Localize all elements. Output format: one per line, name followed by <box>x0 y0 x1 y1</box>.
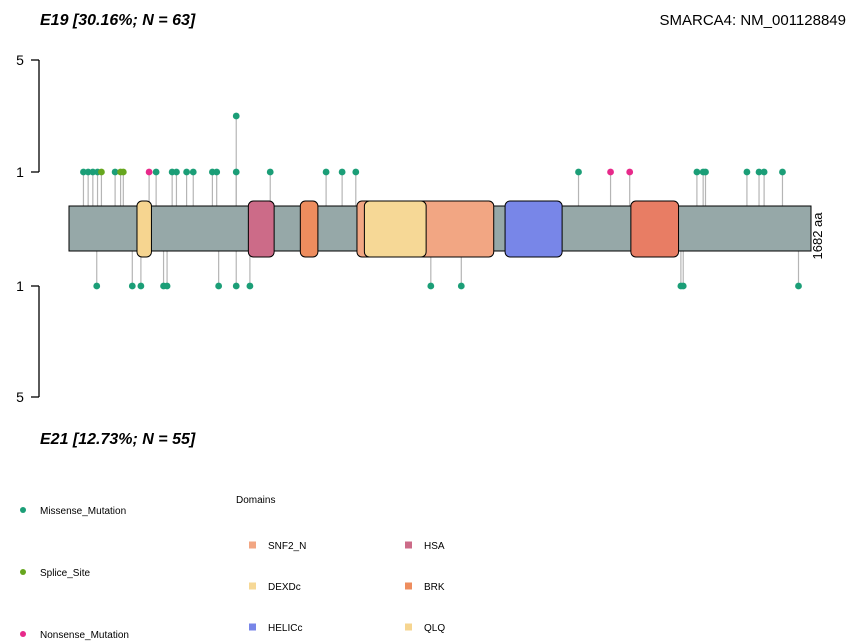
domain-legend: SNF2_N HSA DEXDc BRK HELICc QLQ <box>249 541 445 634</box>
legend-swatch <box>249 623 256 631</box>
mutation-point <box>173 168 180 176</box>
mutation-point <box>760 168 768 176</box>
legend-swatch <box>405 582 412 590</box>
domain-hsa <box>247 200 275 258</box>
legend-label: BRK <box>424 582 445 593</box>
mutation-point <box>427 282 435 290</box>
protein-length-label: 1682 aa <box>810 212 825 260</box>
y-tick-top-min: 1 <box>16 164 24 180</box>
mutation-point <box>607 168 614 176</box>
mutation-point <box>743 168 751 176</box>
mutation-point <box>322 168 330 176</box>
legend-marker <box>20 631 26 637</box>
y-tick-top-max: 5 <box>16 52 24 68</box>
mutation-point <box>189 168 197 176</box>
domain-dexdc <box>363 200 427 258</box>
mutation-point <box>779 168 786 176</box>
lollipop-stems <box>82 116 800 286</box>
top-group-title: E19 [30.16%; N = 63] <box>40 12 196 29</box>
mutation-point <box>89 168 97 176</box>
mutation-point <box>266 168 274 176</box>
mutation-legend: Missense_Mutation Splice_Site Nonsense_Mut… <box>20 506 129 641</box>
mutation-point <box>626 168 634 176</box>
protein-domains <box>136 200 680 258</box>
mutation-point <box>232 168 240 176</box>
lollipop-heads <box>80 112 802 290</box>
mutation-point <box>145 168 153 176</box>
mutation-point <box>213 168 221 176</box>
mutation-point <box>246 282 254 290</box>
bottom-group-title: E21 [12.73%; N = 55] <box>40 431 196 448</box>
legend-label: QLQ <box>424 623 445 634</box>
legend-swatch <box>405 623 412 631</box>
y-tick-bottom-max: 5 <box>16 389 24 405</box>
legend-label: HSA <box>424 541 445 552</box>
mutation-point <box>457 282 465 290</box>
legend-label: HELICc <box>268 623 302 634</box>
mutation-point <box>84 168 92 176</box>
mutation-point <box>111 168 119 176</box>
mutation-point <box>232 282 240 290</box>
legend-label: Nonsense_Mutation <box>40 630 129 641</box>
legend-label: Splice_Site <box>40 568 90 579</box>
y-tick-bottom-min: 1 <box>16 278 24 294</box>
legend-label: Missense_Mutation <box>40 506 126 517</box>
mutation-point <box>152 168 160 176</box>
mutation-point <box>183 168 191 176</box>
mutation-point <box>128 282 136 290</box>
mutation-point <box>163 282 171 290</box>
domains-legend-title: Domains <box>236 495 275 506</box>
mutation-point <box>338 168 346 176</box>
mutation-point <box>137 282 145 290</box>
domain-qlq <box>136 200 152 258</box>
legend-label: SNF2_N <box>268 541 306 552</box>
mutation-point <box>679 282 687 290</box>
legend-swatch <box>405 541 412 549</box>
legend-label: DEXDc <box>268 582 301 593</box>
y-axis: 5 1 1 5 <box>16 52 40 405</box>
mutation-point <box>575 168 582 176</box>
mutation-point <box>755 168 763 176</box>
mutation-point <box>98 168 105 176</box>
legend-marker <box>20 569 26 575</box>
mutation-point <box>93 282 101 290</box>
domain-snf2_n <box>630 200 680 258</box>
mutation-point <box>232 112 240 120</box>
legend-swatch <box>249 582 256 590</box>
mutation-point <box>215 282 223 290</box>
mutation-point <box>702 168 709 176</box>
mutation-point <box>352 168 360 176</box>
mutation-point <box>119 168 127 176</box>
gene-label: SMARCA4: NM_001128849 <box>660 12 847 29</box>
legend-marker <box>20 507 26 513</box>
mutation-point <box>693 168 701 176</box>
legend-swatch <box>249 541 256 549</box>
domain-brk <box>299 200 319 258</box>
mutation-point <box>80 168 87 176</box>
mutation-point <box>795 282 802 290</box>
domain-helicc <box>504 200 563 258</box>
